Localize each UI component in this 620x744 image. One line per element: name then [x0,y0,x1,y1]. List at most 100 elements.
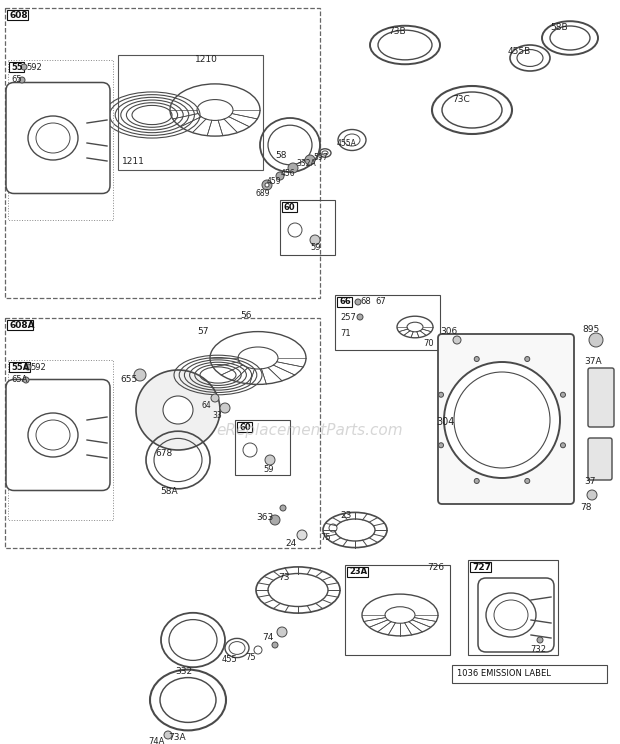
Bar [470,562,490,572]
Text: 73C: 73C [452,95,470,104]
Text: 597: 597 [313,153,327,161]
Circle shape [23,377,29,383]
Circle shape [474,478,479,484]
Text: 1210: 1210 [195,56,218,65]
Bar [280,200,335,255]
Text: 58A: 58A [160,487,177,496]
Text: 304: 304 [436,417,454,427]
Circle shape [560,443,565,448]
Bar [468,560,558,655]
Text: 455B: 455B [508,48,531,57]
Text: 257: 257 [340,312,356,321]
Circle shape [474,356,479,362]
Bar [235,420,290,475]
Circle shape [310,235,320,245]
Circle shape [254,646,262,654]
Text: 65: 65 [11,75,22,85]
Circle shape [262,180,272,190]
Circle shape [560,392,565,397]
Text: 24: 24 [285,539,296,548]
Bar [7,320,33,330]
FancyBboxPatch shape [588,438,612,480]
Ellipse shape [163,396,193,424]
Bar [8,360,113,520]
Ellipse shape [136,370,220,450]
Circle shape [288,223,302,237]
Circle shape [438,443,443,448]
Circle shape [277,627,287,637]
Text: 74A: 74A [148,737,164,744]
Text: 64: 64 [202,400,212,409]
Circle shape [25,364,31,370]
Text: 895: 895 [582,326,600,335]
Text: 70: 70 [423,339,433,347]
Circle shape [357,314,363,320]
Ellipse shape [444,362,560,478]
Bar [345,565,450,655]
Text: 732: 732 [530,646,546,655]
Text: 68: 68 [360,298,371,307]
Circle shape [525,356,529,362]
FancyBboxPatch shape [478,578,554,652]
Text: 726: 726 [427,562,444,571]
Circle shape [270,515,280,525]
Text: 60: 60 [284,202,296,211]
Bar [9,62,24,72]
Text: 57: 57 [197,327,208,336]
FancyBboxPatch shape [588,368,614,427]
Text: eReplacementParts.com: eReplacementParts.com [216,423,404,437]
Circle shape [19,77,25,83]
Text: 56: 56 [240,310,252,319]
Circle shape [272,642,278,648]
Text: 332: 332 [175,667,192,676]
Text: 75: 75 [245,653,255,662]
Text: 306: 306 [440,327,458,336]
Text: 65A: 65A [11,376,27,385]
Text: 455A: 455A [337,138,357,147]
Bar [118,55,263,170]
Bar [237,422,252,432]
Circle shape [453,336,461,344]
Circle shape [164,731,172,739]
FancyBboxPatch shape [6,379,110,490]
FancyBboxPatch shape [6,83,110,193]
Circle shape [438,392,443,397]
Text: 1036 EMISSION LABEL: 1036 EMISSION LABEL [457,670,551,679]
Text: 58: 58 [275,150,286,159]
Circle shape [329,524,337,532]
Text: 23A: 23A [349,568,367,577]
Circle shape [21,64,27,70]
Text: 59: 59 [263,466,273,475]
FancyBboxPatch shape [438,334,574,504]
Bar [347,567,368,577]
Text: 78: 78 [580,502,591,512]
Circle shape [288,163,298,173]
Text: 689: 689 [255,188,270,197]
Circle shape [265,455,275,465]
Text: 67: 67 [375,298,386,307]
Text: 37: 37 [584,478,595,487]
Circle shape [280,505,286,511]
Circle shape [276,172,284,180]
Circle shape [537,637,543,643]
Circle shape [265,183,269,187]
Circle shape [525,478,529,484]
Text: 592: 592 [30,362,46,371]
Bar [9,362,30,372]
Text: 678: 678 [155,449,172,458]
Text: 455: 455 [222,655,237,664]
Circle shape [134,369,146,381]
Text: 58B: 58B [550,24,568,33]
Circle shape [297,530,307,540]
Bar [5,318,320,548]
Text: 332A: 332A [296,159,316,168]
Bar [5,8,320,298]
Text: 60: 60 [239,423,250,432]
Bar [282,202,297,212]
Text: 33: 33 [212,411,222,420]
Text: 608: 608 [9,10,28,19]
Bar [7,10,27,20]
Text: 456: 456 [281,168,296,178]
Text: 592: 592 [26,62,42,71]
Text: 55: 55 [11,62,23,71]
